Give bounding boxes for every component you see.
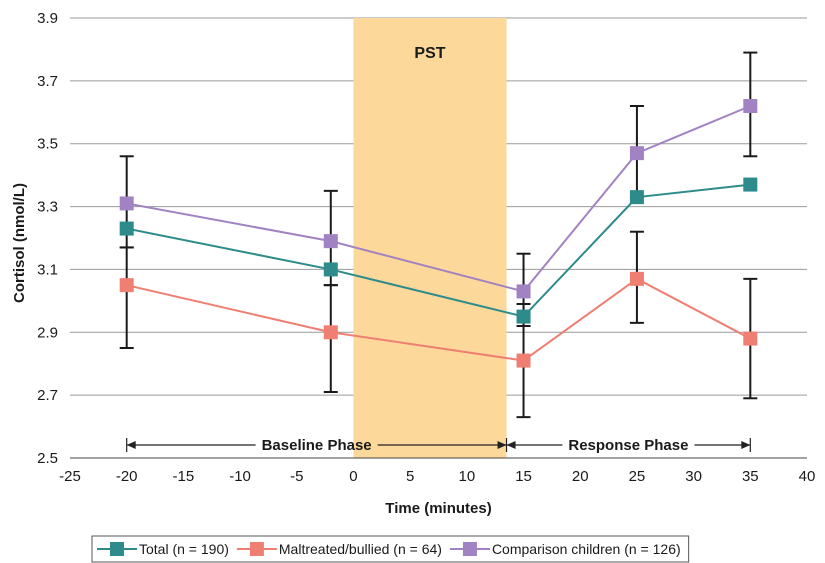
data-point	[516, 353, 531, 368]
x-tick-label: -5	[290, 468, 303, 485]
data-point	[629, 146, 644, 161]
error-bar	[119, 246, 134, 349]
phase-label: Baseline Phase	[262, 437, 372, 454]
data-point	[516, 309, 531, 324]
data-point	[516, 284, 531, 299]
y-tick-label: 3.5	[37, 136, 58, 153]
data-point	[743, 177, 758, 192]
x-axis-title: Time (minutes)	[385, 500, 491, 517]
data-point	[743, 99, 758, 113]
x-tick-label: -25	[59, 468, 81, 485]
legend-label: Total (n = 190)	[139, 541, 229, 557]
data-markers	[119, 99, 758, 368]
phase-arrowhead	[126, 441, 136, 449]
legend-box	[91, 535, 690, 563]
y-tick-label: 2.5	[37, 450, 58, 467]
phase-annotation: Baseline Phase	[126, 437, 508, 454]
pst-shaded-region	[353, 18, 507, 458]
data-point	[119, 221, 134, 236]
legend-item: Total (n = 190)	[97, 541, 229, 557]
y-tick-label: 3.1	[37, 261, 58, 278]
legend-swatch-marker	[462, 542, 477, 556]
x-tick-label: 20	[572, 468, 589, 485]
x-tick-label: 0	[349, 468, 357, 485]
x-tick-label: 25	[629, 468, 646, 485]
data-point	[119, 278, 134, 293]
data-point	[323, 325, 338, 340]
legend-swatch-marker	[249, 542, 264, 556]
x-tick-label: 15	[515, 468, 532, 485]
x-tick-label: -20	[116, 468, 138, 485]
x-tick-label: 30	[685, 468, 702, 485]
legend-label: Maltreated/bullied (n = 64)	[279, 541, 442, 557]
y-tick-labels: 2.5 2.7 2.9 3.1 3.3 3.5 3.7 3.9	[37, 10, 58, 467]
legend-item: Maltreated/bullied (n = 64)	[236, 541, 442, 557]
phase-annotations: Baseline Phase Response Phase	[126, 437, 751, 454]
y-tick-label: 2.9	[37, 324, 58, 341]
legend-swatch-marker	[110, 542, 124, 556]
y-tick-label: 3.3	[37, 199, 58, 216]
y-axis-title: Cortisol (nmol/L)	[11, 183, 28, 303]
phase-arrowhead	[506, 441, 516, 449]
x-tick-label: 10	[459, 468, 476, 485]
legend-label: Comparison children (n = 126)	[492, 541, 681, 557]
legend: Total (n = 190) Maltreated/bullied (n = 6…	[91, 535, 690, 563]
phase-arrowhead	[497, 441, 507, 449]
phase-annotation: Response Phase	[506, 437, 751, 454]
x-tick-label: 35	[742, 468, 759, 485]
y-tick-label: 2.7	[37, 387, 58, 404]
data-point	[323, 262, 338, 277]
x-tick-label: 40	[799, 468, 816, 485]
x-tick-label: -15	[173, 468, 195, 485]
phase-label: Response Phase	[568, 437, 688, 454]
data-point	[629, 190, 644, 205]
data-point	[743, 331, 758, 346]
shaded-region-group: PST	[353, 18, 507, 458]
data-point	[119, 196, 134, 211]
y-tick-label: 3.9	[37, 10, 58, 27]
legend-item: Comparison children (n = 126)	[449, 541, 681, 557]
data-point	[323, 234, 338, 249]
data-point	[629, 271, 644, 286]
x-tick-label: -10	[229, 468, 251, 485]
y-tick-label: 3.7	[37, 73, 58, 90]
x-tick-label: 5	[406, 468, 414, 485]
x-tick-labels: -25 -20 -15 -10 -5 0 5 10 15 20 25 30 35 40	[59, 468, 815, 485]
pst-label: PST	[414, 45, 445, 62]
phase-arrowhead	[741, 441, 751, 449]
